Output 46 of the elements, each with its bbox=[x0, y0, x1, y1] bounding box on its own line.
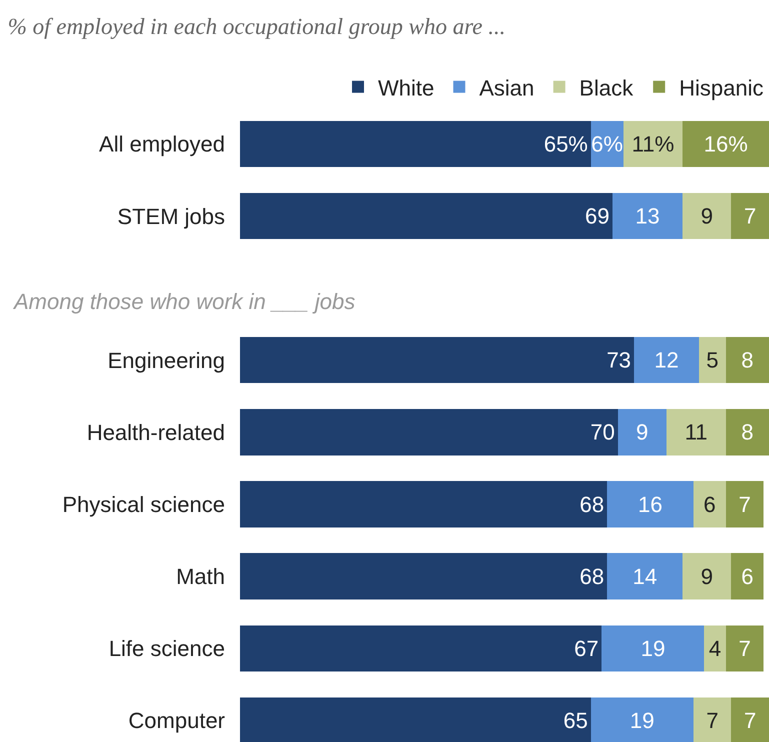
legend-label: Asian bbox=[479, 75, 534, 100]
data-label: 19 bbox=[640, 636, 666, 661]
data-label: 69 bbox=[584, 204, 610, 229]
data-label: 9 bbox=[700, 564, 714, 589]
data-label: 8 bbox=[741, 420, 754, 445]
y-tick-label: Life science bbox=[108, 636, 225, 662]
data-label: 13 bbox=[635, 204, 660, 229]
data-label: 68 bbox=[580, 564, 604, 589]
data-label: 65% bbox=[544, 132, 588, 157]
data-label: 11 bbox=[684, 420, 708, 445]
data-label: 16 bbox=[638, 492, 662, 517]
data-label: 19 bbox=[630, 708, 654, 733]
data-label: 7 bbox=[744, 708, 756, 733]
data-label: 8 bbox=[741, 348, 754, 373]
data-label: 5 bbox=[706, 348, 718, 373]
data-label: 65 bbox=[563, 708, 588, 733]
chart-title: % of employed in each occupational group who are ... bbox=[8, 14, 506, 40]
y-tick-label: Math bbox=[176, 564, 225, 589]
data-label: 70 bbox=[590, 420, 615, 445]
y-tick-label: All employed bbox=[99, 132, 225, 157]
data-label: 73 bbox=[606, 348, 632, 373]
data-label: 7 bbox=[738, 492, 751, 517]
data-label: 67 bbox=[574, 636, 599, 661]
data-label: 7 bbox=[706, 708, 718, 733]
data-label: 11% bbox=[632, 132, 674, 157]
y-tick-label: Physical science bbox=[62, 492, 225, 517]
y-tick-label: Computer bbox=[128, 708, 225, 734]
data-label: 9 bbox=[700, 204, 714, 229]
data-label: 7 bbox=[744, 204, 756, 229]
data-label: 4 bbox=[708, 636, 722, 661]
data-label: 9 bbox=[636, 420, 648, 445]
data-label: 6 bbox=[741, 564, 754, 589]
data-label: 14 bbox=[632, 564, 658, 589]
y-tick-label: STEM jobs bbox=[117, 204, 225, 229]
data-label: 7 bbox=[738, 636, 751, 661]
data-label: 68 bbox=[580, 492, 604, 517]
data-label: 12 bbox=[654, 348, 679, 373]
legend-label: Hispanic bbox=[679, 75, 764, 100]
legend-label: Black bbox=[579, 75, 634, 100]
data-label: 16% bbox=[704, 132, 748, 157]
legend-label: White bbox=[378, 75, 434, 100]
annotation: Among those who work in ___ jobs bbox=[12, 289, 356, 314]
y-tick-label: Engineering bbox=[108, 348, 225, 373]
data-label: 6% bbox=[591, 132, 623, 157]
y-tick-label: Health-related bbox=[86, 420, 225, 445]
data-label: 6 bbox=[704, 492, 716, 517]
